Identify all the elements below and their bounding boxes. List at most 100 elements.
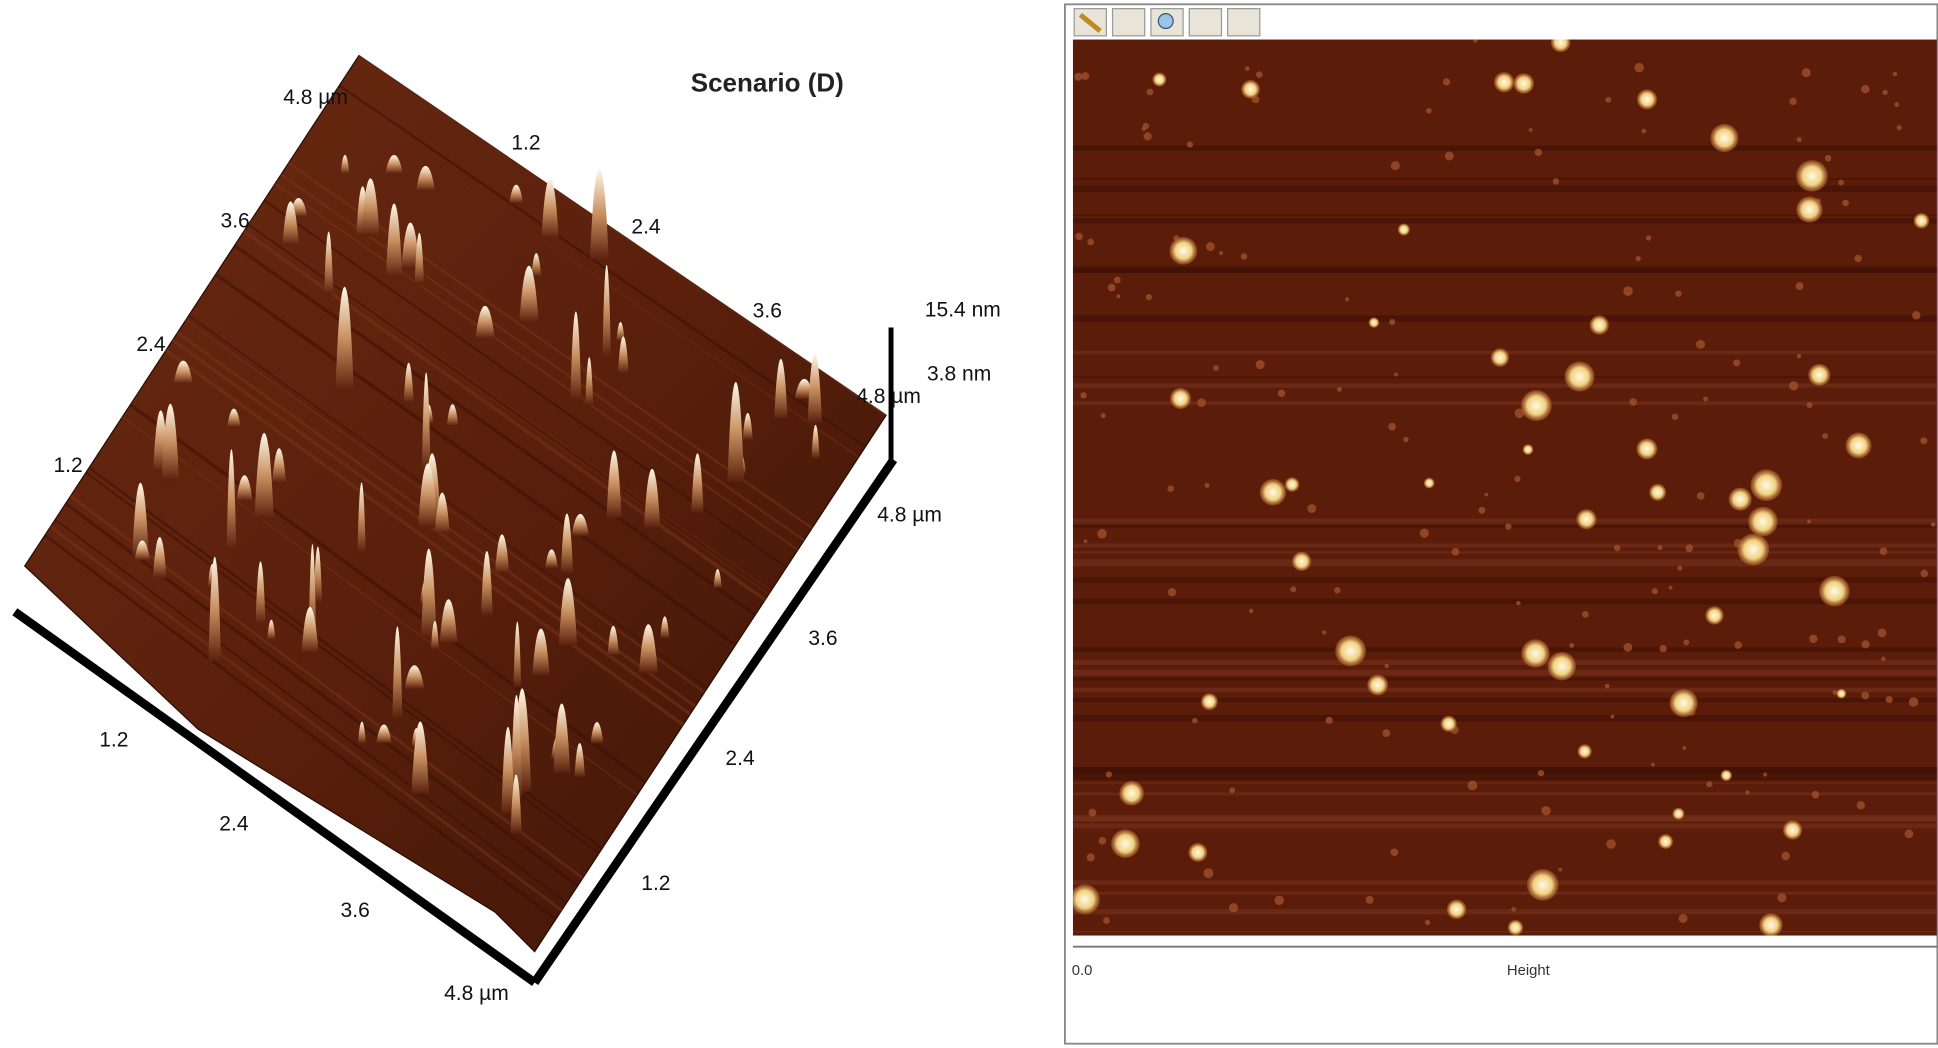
scan-line bbox=[1072, 659, 1937, 666]
particle bbox=[1229, 787, 1236, 794]
peak bbox=[571, 513, 589, 536]
particle bbox=[1604, 683, 1610, 689]
tool-button[interactable] bbox=[1073, 8, 1107, 37]
streak bbox=[332, 94, 860, 458]
particle bbox=[1788, 381, 1799, 391]
axis-label: 2.4 bbox=[219, 813, 249, 836]
particle bbox=[1322, 630, 1327, 635]
particle bbox=[1777, 893, 1787, 903]
streak bbox=[44, 533, 557, 921]
particle bbox=[1240, 253, 1248, 260]
particle bbox=[1205, 242, 1215, 251]
particle bbox=[1789, 97, 1797, 106]
particle bbox=[1397, 223, 1410, 236]
particle bbox=[1913, 212, 1930, 229]
peak bbox=[236, 475, 253, 502]
afm-features bbox=[1072, 39, 1937, 936]
particle bbox=[1284, 477, 1300, 492]
tool-button[interactable] bbox=[1188, 8, 1223, 37]
tool-button[interactable] bbox=[1111, 8, 1146, 37]
particle bbox=[1796, 136, 1802, 143]
peak bbox=[501, 726, 515, 814]
particle bbox=[1307, 504, 1317, 513]
particle bbox=[1490, 348, 1510, 367]
peak bbox=[439, 599, 458, 643]
particle bbox=[1511, 907, 1516, 912]
scan-line bbox=[1072, 376, 1937, 379]
particle bbox=[1811, 790, 1820, 799]
particle bbox=[1169, 387, 1191, 409]
peak bbox=[510, 694, 523, 799]
particle bbox=[1703, 396, 1709, 402]
particle bbox=[1671, 413, 1679, 421]
particle bbox=[1334, 587, 1341, 594]
peak bbox=[403, 362, 414, 403]
particle bbox=[1256, 71, 1263, 78]
particle bbox=[1706, 781, 1713, 788]
peak bbox=[774, 358, 788, 419]
particle bbox=[1541, 805, 1551, 816]
base-edge bbox=[12, 608, 538, 987]
particle bbox=[1845, 432, 1872, 459]
particle bbox=[1634, 62, 1644, 73]
axis-label: 1.2 bbox=[99, 728, 128, 751]
particle bbox=[1255, 359, 1265, 370]
particle bbox=[1390, 848, 1399, 857]
colorbar-label: Height bbox=[1507, 963, 1551, 979]
particle bbox=[1635, 256, 1641, 262]
peak bbox=[227, 408, 241, 428]
peak bbox=[570, 311, 582, 400]
peak bbox=[313, 546, 323, 603]
scan-line bbox=[1072, 715, 1937, 722]
particle bbox=[1367, 674, 1389, 696]
peak bbox=[301, 606, 319, 653]
particle bbox=[1203, 868, 1214, 879]
streak bbox=[54, 518, 568, 904]
streak bbox=[121, 416, 638, 796]
particle bbox=[1720, 769, 1733, 782]
particle bbox=[1672, 807, 1685, 820]
peak bbox=[401, 222, 420, 269]
particle bbox=[1111, 829, 1140, 858]
particle bbox=[1737, 533, 1770, 566]
streak bbox=[49, 525, 563, 912]
peak bbox=[531, 253, 542, 277]
particle bbox=[1390, 161, 1400, 171]
particle bbox=[1645, 235, 1652, 241]
peak bbox=[132, 482, 149, 557]
particle bbox=[1419, 528, 1429, 538]
particle bbox=[1514, 475, 1521, 483]
particle bbox=[1885, 696, 1893, 704]
tool-button[interactable] bbox=[1227, 8, 1261, 37]
particle bbox=[1920, 437, 1928, 445]
particle bbox=[1098, 837, 1107, 845]
particle bbox=[1493, 72, 1515, 93]
particle bbox=[1213, 365, 1219, 371]
particle bbox=[1781, 851, 1790, 861]
peak bbox=[173, 360, 193, 384]
particle bbox=[1892, 71, 1898, 77]
particle bbox=[1668, 585, 1673, 590]
particle bbox=[1908, 697, 1919, 707]
particle bbox=[1920, 569, 1929, 578]
scan-line bbox=[1072, 383, 1937, 388]
scan-line bbox=[1072, 598, 1937, 605]
particle bbox=[1629, 398, 1637, 406]
particle bbox=[1146, 88, 1154, 96]
peak bbox=[639, 624, 658, 673]
peak bbox=[361, 178, 380, 237]
scan-line bbox=[1072, 766, 1937, 773]
particle bbox=[1564, 361, 1595, 392]
particle bbox=[1219, 250, 1224, 255]
particle bbox=[1513, 73, 1535, 94]
scan-line bbox=[1072, 908, 1937, 915]
particle bbox=[1522, 444, 1534, 455]
peak bbox=[553, 703, 571, 773]
particle bbox=[1641, 128, 1647, 134]
particle bbox=[1669, 688, 1698, 718]
particle bbox=[1610, 714, 1615, 719]
particle bbox=[1651, 588, 1659, 595]
particle bbox=[1836, 688, 1847, 699]
scan-line bbox=[1072, 647, 1937, 652]
